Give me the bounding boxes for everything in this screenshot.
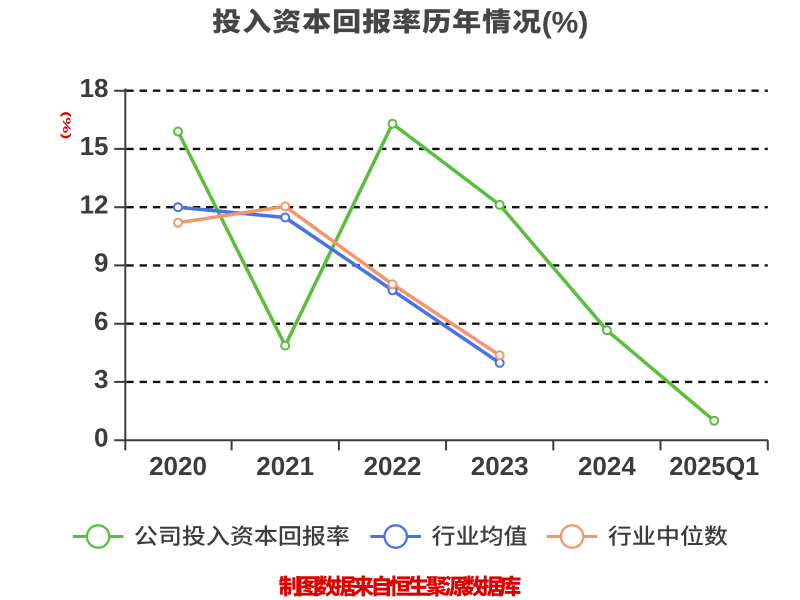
svg-text:2022: 2022 [364,451,422,481]
svg-text:9: 9 [94,248,108,278]
svg-text:6: 6 [94,306,108,336]
svg-text:2021: 2021 [256,451,314,481]
svg-text:3: 3 [94,364,108,394]
svg-text:(%): (%) [542,7,589,40]
svg-text:15: 15 [80,131,109,161]
svg-text:2024: 2024 [578,451,636,481]
svg-text:2023: 2023 [471,451,529,481]
svg-text:2020: 2020 [149,451,207,481]
svg-text:18: 18 [80,73,109,103]
svg-text:12: 12 [80,189,109,219]
svg-text:2025Q1: 2025Q1 [669,451,759,481]
svg-text:(%): (%) [60,111,72,139]
svg-text:0: 0 [94,422,108,452]
